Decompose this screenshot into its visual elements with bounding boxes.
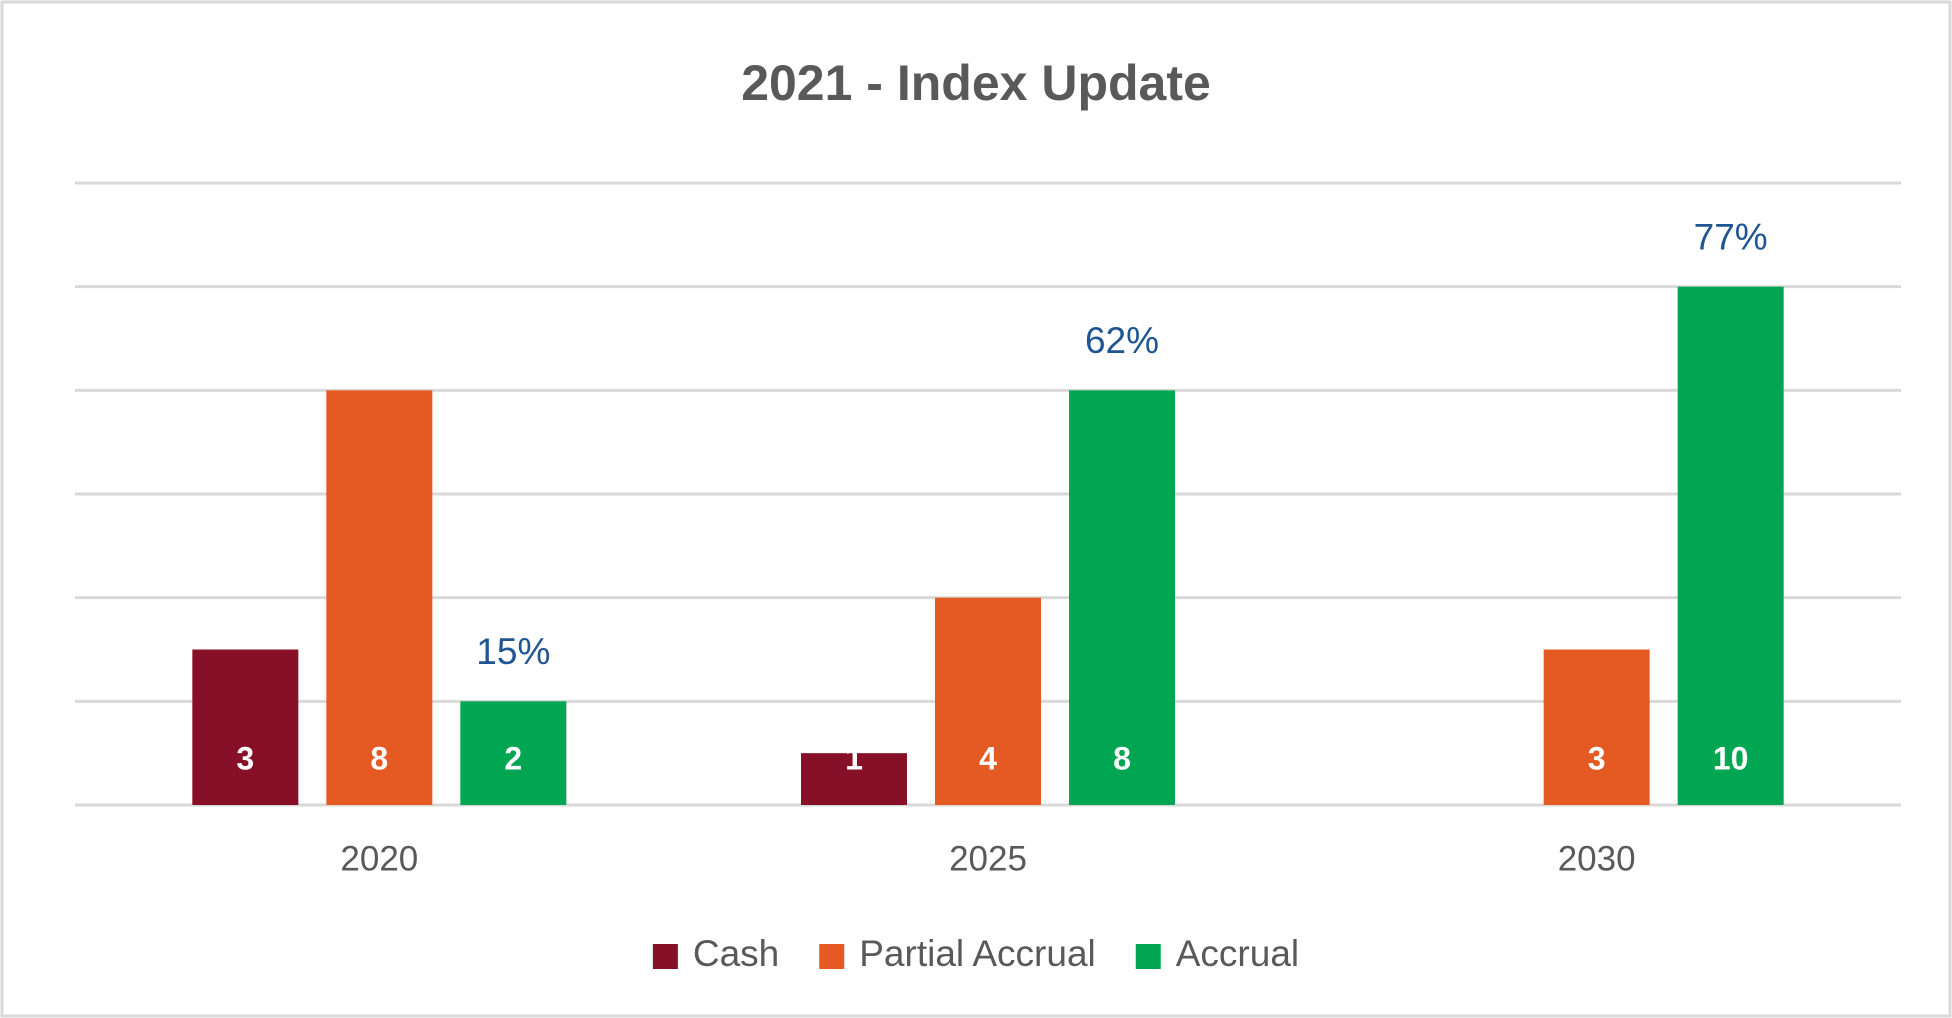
legend-swatch: [819, 944, 845, 969]
legend-label: Partial Accrual: [859, 933, 1096, 974]
legend-swatch: [1135, 944, 1161, 969]
bar: [801, 753, 907, 805]
bar: [1677, 286, 1784, 806]
legend-swatch: [652, 944, 678, 969]
data-label: 2: [504, 740, 522, 776]
chart-title: 2021 - Index Update: [741, 55, 1211, 111]
x-tick-label: 2030: [1558, 839, 1636, 878]
bar: [192, 649, 299, 805]
data-label: 8: [370, 740, 388, 776]
bar: [935, 597, 1041, 805]
data-label: 3: [236, 740, 254, 776]
data-label: 8: [1113, 740, 1131, 776]
data-label: 4: [979, 740, 997, 776]
data-label: 3: [1588, 740, 1606, 776]
share-label: 15%: [476, 631, 550, 672]
legend-label: Accrual: [1176, 933, 1299, 974]
bar: [460, 701, 567, 805]
data-label: 10: [1713, 740, 1749, 776]
bar: [1069, 390, 1175, 805]
x-tick-label: 2020: [340, 839, 418, 878]
share-label: 77%: [1694, 216, 1768, 257]
bar: [1543, 649, 1650, 805]
x-tick-label: 2025: [949, 839, 1027, 878]
bar: [326, 390, 433, 805]
data-label: 1: [845, 740, 863, 776]
share-label: 62%: [1085, 320, 1159, 361]
legend-label: Cash: [693, 933, 779, 974]
